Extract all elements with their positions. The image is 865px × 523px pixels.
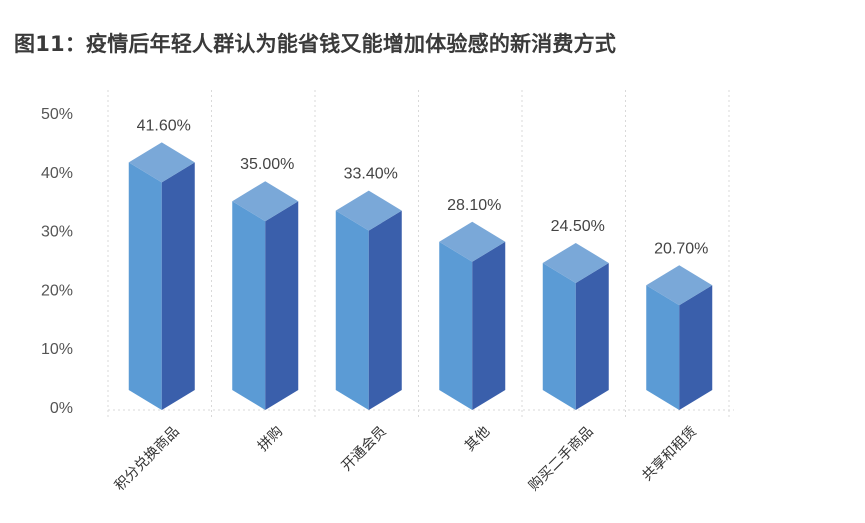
bar-4: 24.50% (542, 218, 609, 410)
y-tick-label: 20% (41, 282, 73, 299)
value-label: 41.60% (137, 117, 191, 134)
y-tick-label: 10% (41, 341, 73, 358)
bar-top-face (335, 190, 402, 231)
value-label: 24.50% (551, 218, 605, 235)
bar-top-face (646, 265, 713, 306)
bar-0: 41.60% (128, 117, 195, 410)
bar-front-face (128, 162, 162, 410)
value-label: 20.70% (654, 240, 708, 257)
grid-lines (107, 90, 734, 418)
bar-side-face (161, 162, 195, 410)
value-label: 35.00% (240, 156, 294, 173)
y-tick-label: 40% (41, 165, 73, 182)
y-tick-label: 0% (50, 400, 73, 417)
bar-side-face (368, 210, 402, 410)
bars: 41.60% 35.00% 33.40% 28.10% 24.50% 20.70% (128, 117, 713, 410)
bar-front-face (439, 241, 473, 410)
chart-title: 图11：疫情后年轻人群认为能省钱又能增加体验感的新消费方式 (14, 32, 617, 56)
y-axis: 0% 10% 20% 30% 40% 50% (41, 106, 73, 417)
bar-5: 20.70% (646, 240, 713, 410)
bar-front-face (335, 210, 369, 410)
y-tick-label: 50% (41, 106, 73, 123)
category-label: 共享和租赁 (639, 423, 701, 485)
value-label: 33.40% (344, 166, 398, 183)
x-axis: 积分兑换商品 拼购 开通会员 其他 购买二手商品 共享和租赁 (111, 423, 700, 494)
category-label: 拼购 (255, 424, 286, 455)
bar-top-face (439, 221, 506, 262)
category-label: 开通会员 (339, 424, 390, 475)
bar-side-face (472, 241, 506, 410)
category-label: 积分兑换商品 (111, 423, 182, 494)
bar-top-face (542, 242, 609, 283)
bar-front-face (542, 262, 576, 410)
value-label: 28.10% (447, 197, 501, 214)
bar-side-face (265, 201, 299, 410)
y-tick-label: 30% (41, 224, 73, 241)
bar-front-face (646, 285, 680, 410)
bar-3: 28.10% (439, 197, 506, 410)
bar-top-face (232, 181, 299, 222)
bar-side-face (679, 285, 713, 410)
bar-2: 33.40% (335, 166, 402, 410)
bar-top-face (128, 142, 195, 183)
category-label: 其他 (462, 424, 493, 455)
bar-front-face (232, 201, 266, 410)
bar-1: 35.00% (232, 156, 299, 410)
category-label: 购买二手商品 (526, 424, 597, 495)
bar-side-face (575, 262, 609, 410)
